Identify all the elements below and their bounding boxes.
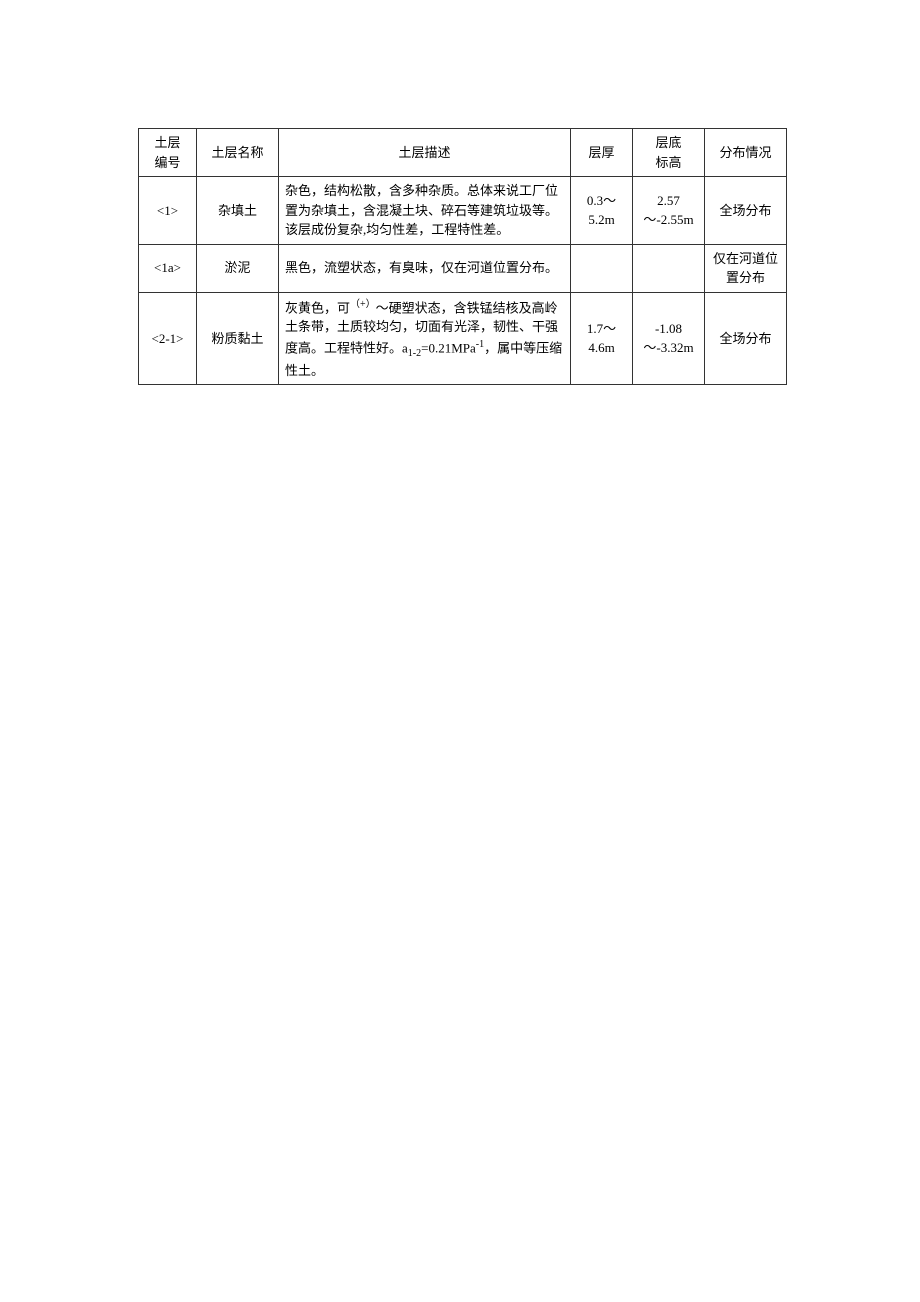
header-desc: 土层描述 — [279, 129, 571, 177]
soil-layer-table: 土层编号 土层名称 土层描述 层厚 层底标高 分布情况 <1> 杂填土 杂色，结… — [138, 128, 787, 385]
cell-id: <2-1> — [139, 292, 197, 385]
header-id: 土层编号 — [139, 129, 197, 177]
cell-thickness: 0.3～5.2m — [571, 177, 633, 245]
cell-desc: 黑色，流塑状态，有臭味，仅在河道位置分布。 — [279, 244, 571, 292]
header-name: 土层名称 — [197, 129, 279, 177]
cell-distribution: 全场分布 — [705, 292, 787, 385]
cell-thickness: 1.7～4.6m — [571, 292, 633, 385]
cell-name: 淤泥 — [197, 244, 279, 292]
table-row: <2-1> 粉质黏土 灰黄色，可（+）～硬塑状态，含铁锰结核及高岭土条带，土质较… — [139, 292, 787, 385]
cell-id: <1> — [139, 177, 197, 245]
cell-depth: -1.08～-3.32m — [633, 292, 705, 385]
header-distribution: 分布情况 — [705, 129, 787, 177]
table-header-row: 土层编号 土层名称 土层描述 层厚 层底标高 分布情况 — [139, 129, 787, 177]
cell-distribution: 全场分布 — [705, 177, 787, 245]
cell-depth — [633, 244, 705, 292]
cell-desc: 灰黄色，可（+）～硬塑状态，含铁锰结核及高岭土条带，土质较均匀，切面有光泽，韧性… — [279, 292, 571, 385]
table-row: <1> 杂填土 杂色，结构松散，含多种杂质。总体来说工厂位置为杂填土，含混凝土块… — [139, 177, 787, 245]
cell-depth: 2.57～-2.55m — [633, 177, 705, 245]
cell-name: 粉质黏土 — [197, 292, 279, 385]
header-depth: 层底标高 — [633, 129, 705, 177]
header-thickness: 层厚 — [571, 129, 633, 177]
cell-distribution: 仅在河道位置分布 — [705, 244, 787, 292]
cell-desc: 杂色，结构松散，含多种杂质。总体来说工厂位置为杂填土，含混凝土块、碎石等建筑垃圾… — [279, 177, 571, 245]
cell-id: <1a> — [139, 244, 197, 292]
table-row: <1a> 淤泥 黑色，流塑状态，有臭味，仅在河道位置分布。 仅在河道位置分布 — [139, 244, 787, 292]
cell-thickness — [571, 244, 633, 292]
cell-name: 杂填土 — [197, 177, 279, 245]
